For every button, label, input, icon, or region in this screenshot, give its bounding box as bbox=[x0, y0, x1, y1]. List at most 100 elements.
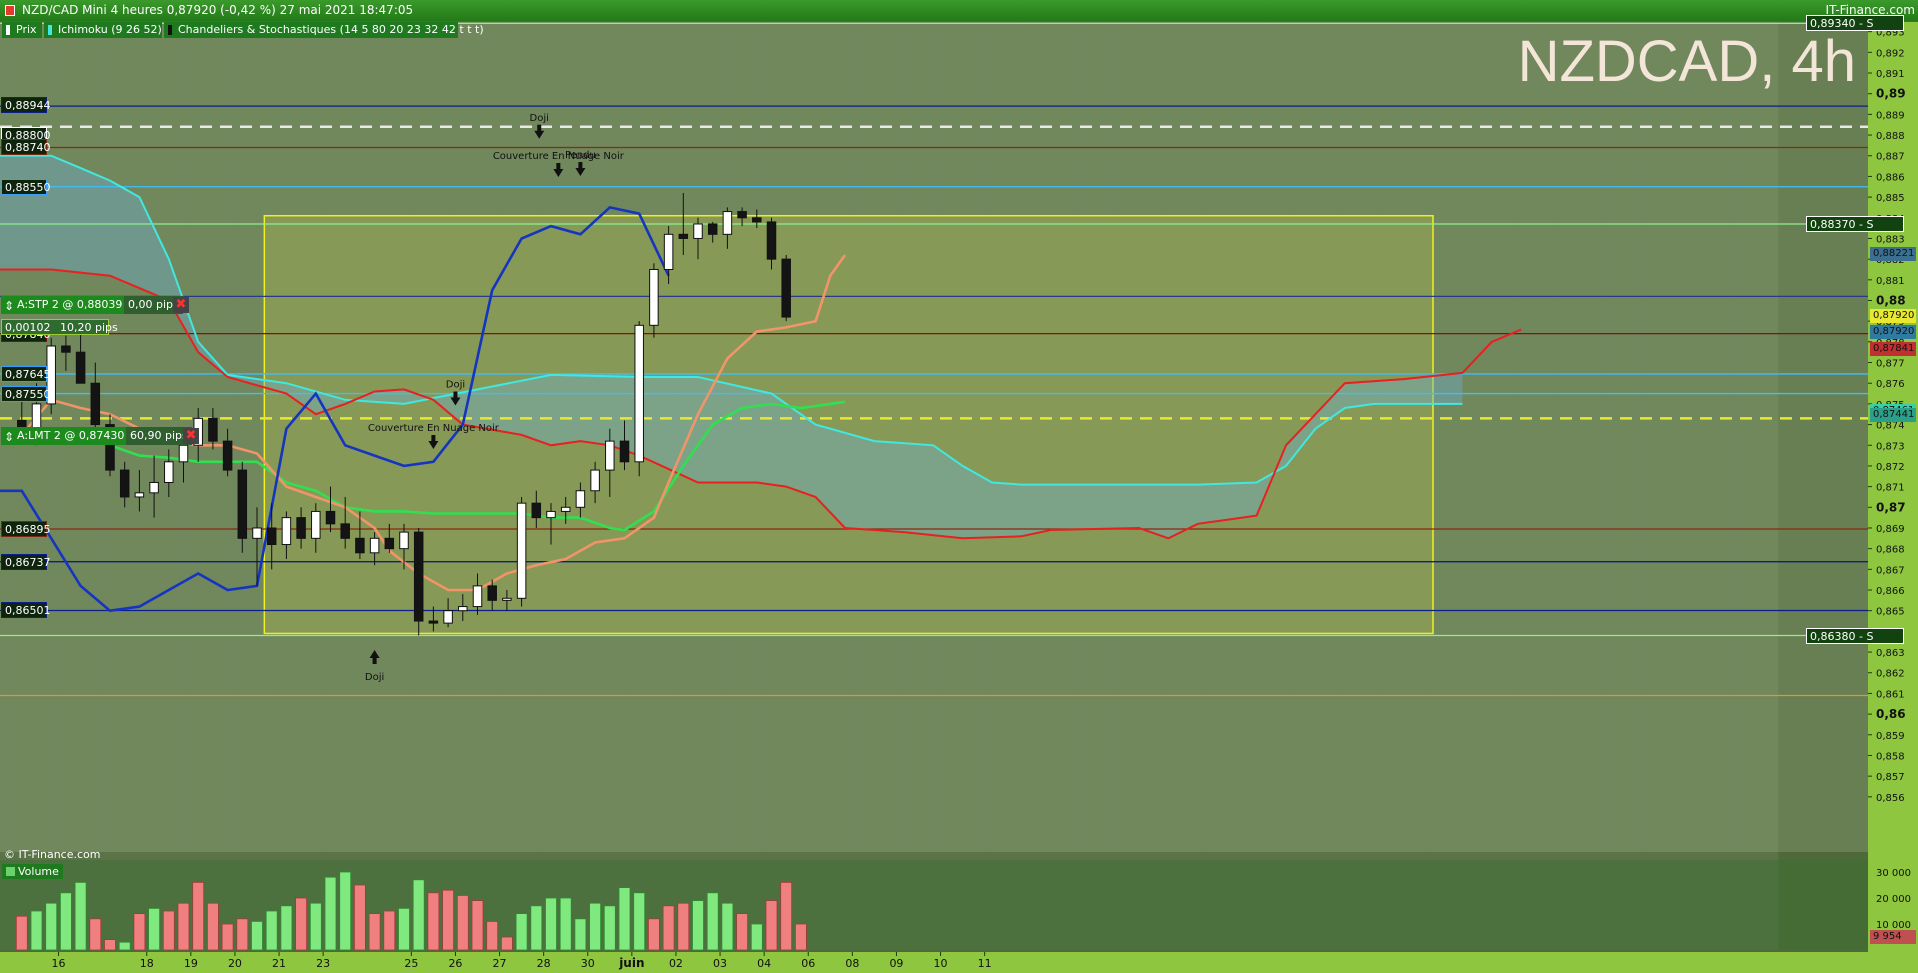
volume-tick-label: 10 000 bbox=[1876, 920, 1911, 931]
volume-bar bbox=[309, 902, 322, 951]
candle-body bbox=[340, 523, 350, 539]
session-band bbox=[58, 22, 103, 950]
price-tick-label: 0,89 bbox=[1876, 87, 1906, 101]
limit-order-label[interactable]: ⇕ A:LMT 2 @ 0,87430 bbox=[1, 427, 126, 445]
copyright-label: © IT-Finance.com bbox=[4, 848, 101, 861]
session-band bbox=[190, 22, 235, 950]
candle-body bbox=[399, 531, 409, 550]
volume-legend-label: Volume bbox=[18, 865, 59, 878]
support-level-label: 0,86380 - S bbox=[1806, 627, 1904, 644]
time-tick-label: 04 bbox=[757, 957, 771, 970]
volume-bar bbox=[45, 902, 58, 951]
session-band bbox=[896, 22, 941, 950]
session-band bbox=[1205, 22, 1250, 950]
price-tick-label: 0,867 bbox=[1876, 565, 1905, 576]
price-tick-label: 0,863 bbox=[1876, 648, 1905, 659]
info-box: 0,00102 10,20 pips bbox=[1, 319, 118, 335]
support-level-label: 0,88370 - S bbox=[1806, 215, 1904, 232]
volume-bar bbox=[795, 923, 807, 951]
time-tick-label: 20 bbox=[228, 957, 242, 970]
session-band bbox=[499, 22, 544, 950]
range-box bbox=[263, 214, 1434, 635]
left-level-label: 0,86501 bbox=[1, 602, 51, 619]
drag-handle-icon[interactable]: ⇕ bbox=[4, 430, 15, 444]
session-band bbox=[1734, 22, 1779, 950]
volume-bar bbox=[162, 910, 175, 951]
left-level-label: 0,87645 bbox=[1, 365, 51, 382]
pattern-annotation: Pendu bbox=[565, 150, 596, 161]
time-tick-label: 10 bbox=[934, 957, 948, 970]
pattern-annotation: Doji bbox=[530, 113, 549, 124]
candle-body bbox=[605, 440, 615, 471]
legend-candles[interactable]: Chandeliers & Stochastiques (14 5 80 20 … bbox=[164, 22, 484, 38]
candle-body bbox=[90, 382, 101, 426]
price-tick-label: 0,868 bbox=[1876, 545, 1905, 556]
session-band bbox=[1161, 22, 1206, 950]
close-icon[interactable]: ✖ bbox=[183, 428, 199, 444]
time-tick-label: 26 bbox=[448, 957, 462, 970]
axis-price-marker: 0,88221 bbox=[1870, 246, 1916, 261]
price-pane bbox=[0, 22, 1868, 852]
candle-body bbox=[458, 606, 468, 612]
candle-body bbox=[325, 510, 336, 525]
drag-handle-icon[interactable]: ⇕ bbox=[4, 299, 15, 313]
volume-legend[interactable]: Volume bbox=[2, 864, 63, 879]
volume-bar bbox=[133, 913, 146, 951]
title-bar: NZD/CAD Mini 4 heures 0,87920 (-0,42 %) … bbox=[0, 0, 1918, 21]
info-box-value: 0,00102 bbox=[5, 321, 51, 334]
candle-body bbox=[649, 268, 659, 326]
candle-body bbox=[560, 506, 571, 512]
ichimoku-swatch-icon bbox=[48, 25, 52, 35]
app-icon bbox=[5, 5, 15, 16]
legend-price[interactable]: Prix bbox=[2, 22, 42, 38]
stop-order-label[interactable]: ⇕ A:STP 2 @ 0,88039 bbox=[1, 296, 124, 314]
candle-body bbox=[369, 537, 380, 554]
candle-body bbox=[766, 221, 777, 260]
candle-body bbox=[355, 537, 365, 554]
price-tick-label: 0,877 bbox=[1876, 359, 1905, 370]
time-axis bbox=[0, 952, 1918, 973]
price-tick-label: 0,887 bbox=[1876, 152, 1905, 163]
price-tick-label: 0,876 bbox=[1876, 379, 1905, 390]
down-arrow-icon bbox=[450, 391, 461, 406]
price-tick-label: 0,88 bbox=[1876, 294, 1906, 308]
price-tick-label: 0,857 bbox=[1876, 772, 1905, 783]
time-tick-label: 02 bbox=[669, 957, 683, 970]
volume-bar bbox=[412, 879, 425, 951]
price-tick-label: 0,889 bbox=[1876, 110, 1905, 121]
price-tick-label: 0,885 bbox=[1876, 193, 1905, 204]
volume-bar bbox=[515, 913, 528, 951]
volume-bar bbox=[89, 918, 102, 951]
legend-ichimoku[interactable]: Ichimoku (9 26 52) bbox=[44, 22, 162, 38]
candle-body bbox=[178, 444, 189, 463]
volume-bar bbox=[383, 910, 396, 951]
candle-body bbox=[590, 469, 600, 492]
pattern-annotation: Doji bbox=[446, 380, 465, 391]
pattern-annotation: Doji bbox=[365, 672, 384, 683]
axis-price-marker: 0,87441 bbox=[1870, 408, 1916, 423]
session-band bbox=[852, 22, 897, 950]
time-tick-label: 19 bbox=[184, 957, 198, 970]
close-icon[interactable]: ✖ bbox=[173, 297, 189, 313]
volume-bar bbox=[442, 889, 455, 951]
time-tick-label: 27 bbox=[493, 957, 507, 970]
candle-body bbox=[737, 211, 747, 219]
volume-tick-label: 20 000 bbox=[1876, 894, 1911, 905]
session-band bbox=[1469, 22, 1514, 950]
candle-body bbox=[413, 531, 424, 622]
time-tick-label: 25 bbox=[404, 957, 418, 970]
volume-bar bbox=[456, 895, 469, 951]
candle-body bbox=[575, 490, 586, 508]
left-level-label: 0,88800 bbox=[1, 127, 51, 144]
session-band bbox=[0, 22, 15, 950]
candle-body bbox=[119, 469, 130, 498]
limit-order-text: A:LMT 2 @ 0,87430 bbox=[17, 429, 125, 442]
time-tick-label: 28 bbox=[537, 957, 551, 970]
volume-swatch-icon bbox=[6, 867, 15, 876]
price-tick-label: 0,86 bbox=[1876, 707, 1906, 721]
time-tick-label: 03 bbox=[713, 957, 727, 970]
legend-price-label: Prix bbox=[16, 23, 37, 36]
volume-bar bbox=[368, 913, 381, 951]
